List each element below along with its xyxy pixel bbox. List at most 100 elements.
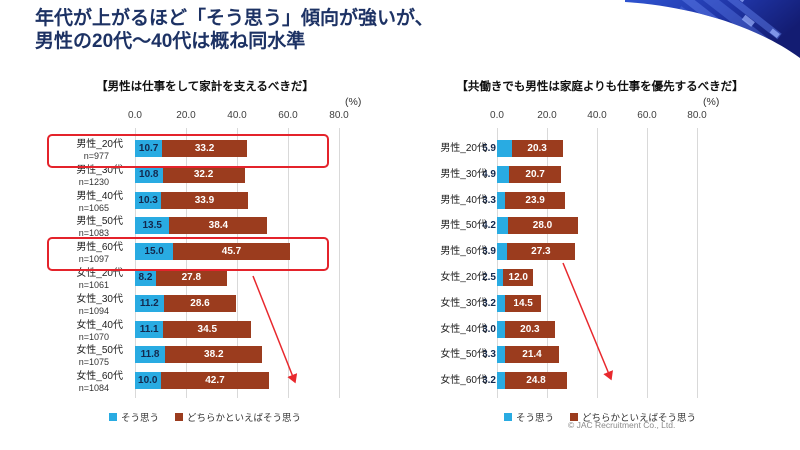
legend-swatch-somewhat-icon [570,413,578,421]
corner-decoration-graphic [625,0,800,58]
slide-title: 年代が上がるほど「そう思う」傾向が強いが、 男性の20代～40代は概ね同水準 [35,7,434,53]
bar-value-agree: 11.1 [139,323,159,335]
bar-value-somewhat: 12.0 [508,272,528,283]
bar-value-somewhat: 27.8 [181,272,202,283]
bar-agree: 10.3 [135,191,162,209]
bar-value-somewhat: 21.4 [522,349,542,361]
bar-agree: 5.9 [482,140,512,157]
bar-somewhat: 23.9 [505,191,565,209]
legend-item-somewhat: どちらかといえばそう思う [570,410,696,424]
bar-value-agree: 3.3 [482,349,496,361]
bar-somewhat: 34.5 [163,320,252,338]
bar-value-agree: 10.8 [139,168,159,180]
row-label-n: n=1084 [78,383,109,394]
percent-unit-label: (%) [703,96,720,108]
bar-value-somewhat: 20.3 [520,323,540,335]
bar-somewhat: 45.7 [173,243,290,261]
x-axis-tick: 40.0 [587,110,607,121]
bar-value-agree: 4.2 [482,220,496,232]
x-axis-tick: 20.0 [176,110,196,121]
legend-item-agree: そう思う [503,410,554,424]
bar-agree: 11.1 [135,320,164,338]
bar-value-agree: 13.5 [142,220,162,232]
row-label-name: 男性_60代 [76,242,123,254]
bar-value-somewhat: 33.9 [194,194,215,206]
bar-value-somewhat: 14.5 [513,297,533,309]
bar-agree: 3.3 [482,191,506,209]
bar-somewhat: 21.4 [505,346,559,364]
bar-value-somewhat: 32.2 [193,168,214,180]
x-axis-tick: 60.0 [278,110,298,121]
row-label-name: 女性_50代 [440,349,487,361]
row-label: 男性_20代 [425,143,493,155]
row-label-n: n=1097 [78,254,109,265]
bar-value-agree: 10.0 [138,375,158,387]
bar-value-somewhat: 42.7 [205,375,225,387]
bar-agree: 13.5 [135,217,170,235]
bar-somewhat: 38.2 [165,346,263,364]
row-label-n: n=1230 [78,176,109,187]
bar-somewhat: 28.6 [163,294,237,312]
row-label-name: 女性_50代 [76,345,123,357]
row-label: 女性_60代 [425,375,493,387]
bar-agree: 3.0 [482,320,505,338]
bar-value-agree: 2.5 [482,272,496,283]
x-axis-tick: 80.0 [329,110,349,121]
legend-label-agree: そう思う [120,413,159,424]
bar-value-agree: 3.0 [482,323,496,335]
row-label-n: n=977 [83,151,109,161]
bar-value-agree: 10.7 [138,143,159,154]
legend-left: そう思う どちらかといえばそう思う [30,410,380,424]
bar-somewhat: 14.5 [505,294,542,312]
bar-agree: 3.3 [482,346,506,364]
bar-value-somewhat: 20.3 [527,143,547,154]
bar-somewhat: 27.3 [506,243,575,261]
row-label: 女性_50代 [425,349,493,361]
row-label: 女性_30代 [425,298,493,310]
bar-somewhat: 42.7 [160,372,270,390]
row-label-name: 男性_30代 [76,164,123,176]
row-label: 男性_20代 n=977 [30,139,131,162]
row-label-name: 女性_60代 [440,375,487,387]
slide-title-line2: 男性の20代～40代は概ね同水準 [35,31,306,52]
bar-agree: 15.0 [135,243,174,261]
row-label-name: 女性_30代 [440,297,487,309]
row-label-name: 女性_30代 [76,293,123,305]
bar-somewhat: 24.8 [505,372,567,390]
legend-item-agree: そう思う [108,410,159,424]
copyright-credit: © JAC Recruitment Co., Ltd. [568,420,676,430]
bar-agree: 10.7 [135,140,163,157]
row-label: 男性_50代 [425,220,493,232]
percent-unit-label: (%) [345,96,362,108]
legend-label-somewhat: どちらかといえばそう思う [582,413,697,424]
x-axis-tick: 0.0 [128,110,142,121]
gridline [597,128,598,398]
bar-agree: 11.2 [135,294,164,312]
plot-area-right: 5.9 20.3 4.9 20.7 3.3 23.9 4.2 28.0 3.9 27.3 2.5 12… [482,128,698,398]
bar-value-agree: 3.2 [482,297,496,309]
bar-value-somewhat: 38.2 [204,349,224,361]
gridline [497,128,498,398]
row-label-name: 男性_50代 [440,220,487,232]
row-label: 女性_40代 n=1070 [30,320,131,343]
legend-label-somewhat: どちらかといえばそう思う [187,413,302,424]
bar-value-somewhat: 23.9 [525,194,545,206]
row-label-name: 男性_20代 [440,143,487,154]
bar-value-agree: 11.8 [140,349,160,361]
row-label-n: n=1083 [78,228,109,239]
bar-agree: 10.0 [135,372,161,390]
row-label: 男性_30代 [425,169,493,181]
row-label-name: 男性_20代 [76,139,123,150]
bar-value-agree: 3.9 [482,246,496,258]
row-label-n: n=1094 [78,305,109,316]
highlight-box [47,237,329,272]
row-label-name: 女性_20代 [440,272,487,283]
row-label: 女性_50代 n=1075 [30,345,131,368]
bar-agree: 3.2 [482,294,505,312]
bar-value-agree: 3.2 [482,375,496,387]
bar-value-somewhat: 34.5 [197,323,218,335]
bar-agree: 4.2 [482,217,508,235]
gridline [237,128,238,398]
row-label-n: n=1075 [78,357,109,368]
